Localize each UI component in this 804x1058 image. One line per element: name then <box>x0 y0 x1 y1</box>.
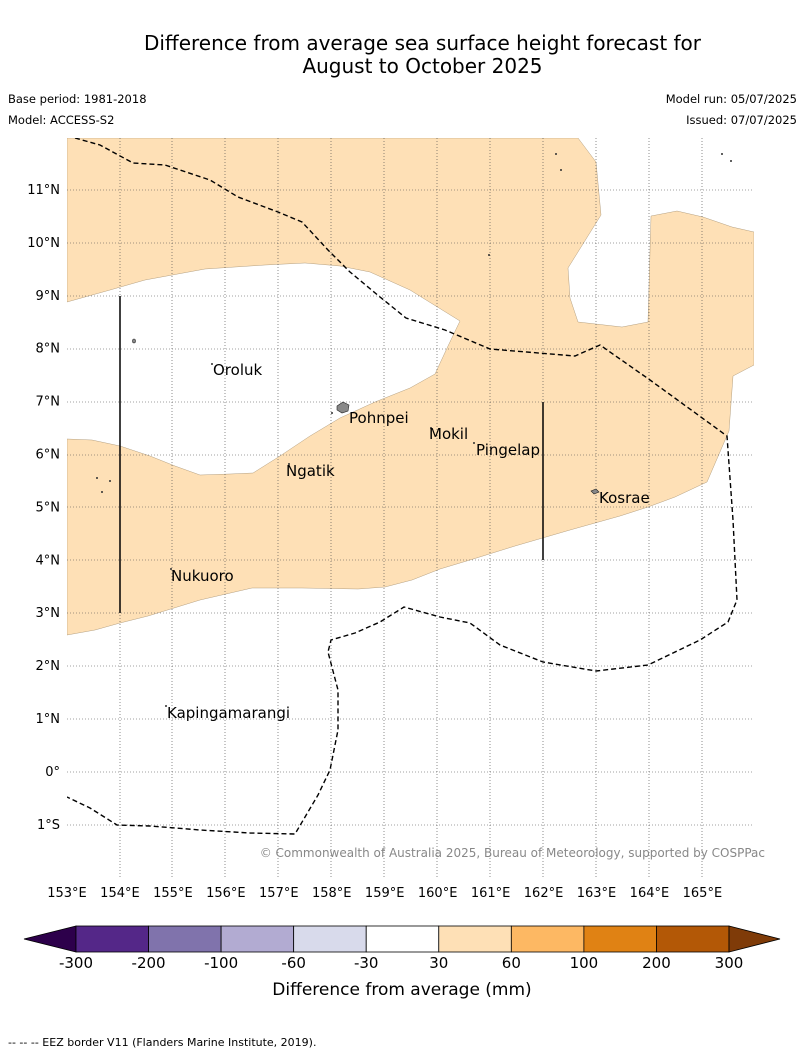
copyright-notice: © Commonwealth of Australia 2025, Bureau… <box>260 846 765 860</box>
colorbar-tick-label: 100 <box>570 954 599 972</box>
latitude-label: 3°N <box>36 606 61 621</box>
colorbar-tick-label: 60 <box>502 954 521 972</box>
place-mokil: Mokil <box>429 425 468 443</box>
longitude-label: 156°E <box>206 886 246 901</box>
latitude-label: 7°N <box>36 395 61 410</box>
base-period: Base period: 1981-2018 <box>8 92 147 106</box>
colorbar: -300 -200 -100 -60 -30 30 60 100 200 300 <box>23 925 781 972</box>
longitude-label: 155°E <box>153 886 193 901</box>
place-kosrae: Kosrae <box>599 489 650 507</box>
longitude-label: 154°E <box>100 886 140 901</box>
forecast-map-area <box>67 138 754 878</box>
colorbar-segment <box>656 925 730 953</box>
latitude-label: 4°N <box>36 553 61 568</box>
latitude-label: 5°N <box>36 500 61 515</box>
colorbar-extend-high <box>728 925 781 953</box>
latitude-labels: 11°N 10°N 9°N 8°N 7°N 6°N 5°N 4°N 3°N 2°N 1°N 0° 1°S <box>27 183 60 833</box>
latitude-label: 8°N <box>36 342 61 357</box>
chart-title-line2: August to October 2025 <box>302 54 543 78</box>
eez-border <box>67 138 738 835</box>
colorbar-tick-label: 30 <box>429 954 448 972</box>
latitude-label: 9°N <box>36 289 61 304</box>
latitude-label: 11°N <box>27 183 60 198</box>
longitude-label: 159°E <box>365 886 405 901</box>
colorbar-extend-low <box>23 925 77 953</box>
eez-legend-note: -- -- -- EEZ border V11 (Flanders Marine… <box>8 1036 317 1049</box>
kosrae-island <box>590 488 600 495</box>
colorbar-title: Difference from average (mm) <box>272 980 531 1000</box>
colorbar-segment <box>438 925 512 953</box>
graticule <box>67 138 754 878</box>
place-pingelap: Pingelap <box>476 441 540 459</box>
issued-date: Issued: 07/07/2025 <box>686 113 797 127</box>
place-labels: Oroluk Pohnpei Mokil Pingelap Ngatik Kos… <box>167 361 650 722</box>
longitude-label: 158°E <box>312 886 352 901</box>
longitude-label: 153°E <box>47 886 87 901</box>
islands <box>96 153 732 707</box>
colorbar-tick-label: -300 <box>59 954 93 972</box>
colorbar-tick-label: 300 <box>715 954 744 972</box>
latitude-label: 6°N <box>36 448 61 463</box>
colorbar-segment <box>293 925 367 953</box>
longitude-label: 160°E <box>418 886 458 901</box>
longitude-label: 162°E <box>524 886 564 901</box>
latitude-label: 0° <box>45 765 60 780</box>
longitude-label: 157°E <box>259 886 299 901</box>
chart-title-line1: Difference from average sea surface heig… <box>143 31 702 55</box>
colorbar-tick-label: -100 <box>204 954 238 972</box>
colorbar-segment <box>148 925 222 953</box>
place-pohnpei: Pohnpei <box>349 409 409 427</box>
place-nukuoro: Nukuoro <box>171 567 234 585</box>
place-kapingamarangi: Kapingamarangi <box>167 704 290 722</box>
place-ngatik: Ngatik <box>286 462 335 480</box>
longitude-label: 165°E <box>683 886 723 901</box>
colorbar-tick-label: -60 <box>281 954 306 972</box>
islet <box>132 338 136 344</box>
colorbar-segment <box>365 925 440 953</box>
colorbar-tick-label: 200 <box>642 954 671 972</box>
latitude-label: 1°S <box>37 818 60 833</box>
model-name: Model: ACCESS-S2 <box>8 113 115 127</box>
model-run: Model run: 05/07/2025 <box>665 92 797 106</box>
colorbar-segment <box>75 925 149 953</box>
pohnpei-island <box>336 401 350 414</box>
longitude-label: 163°E <box>577 886 617 901</box>
colorbar-tick-label: -30 <box>354 954 379 972</box>
colorbar-segment <box>220 925 295 953</box>
longitude-label: 164°E <box>630 886 670 901</box>
colorbar-segment <box>510 925 585 953</box>
anomaly-region-30-60 <box>67 138 754 636</box>
latitude-label: 10°N <box>27 236 60 251</box>
longitude-labels: 153°E 154°E 155°E 156°E 157°E 158°E 159°E 160°E… <box>47 886 722 901</box>
longitude-label: 161°E <box>471 886 511 901</box>
latitude-label: 1°N <box>36 712 61 727</box>
latitude-label: 2°N <box>36 659 61 674</box>
colorbar-tick-label: -200 <box>132 954 166 972</box>
colorbar-segment <box>583 925 657 953</box>
place-oroluk: Oroluk <box>213 361 262 379</box>
